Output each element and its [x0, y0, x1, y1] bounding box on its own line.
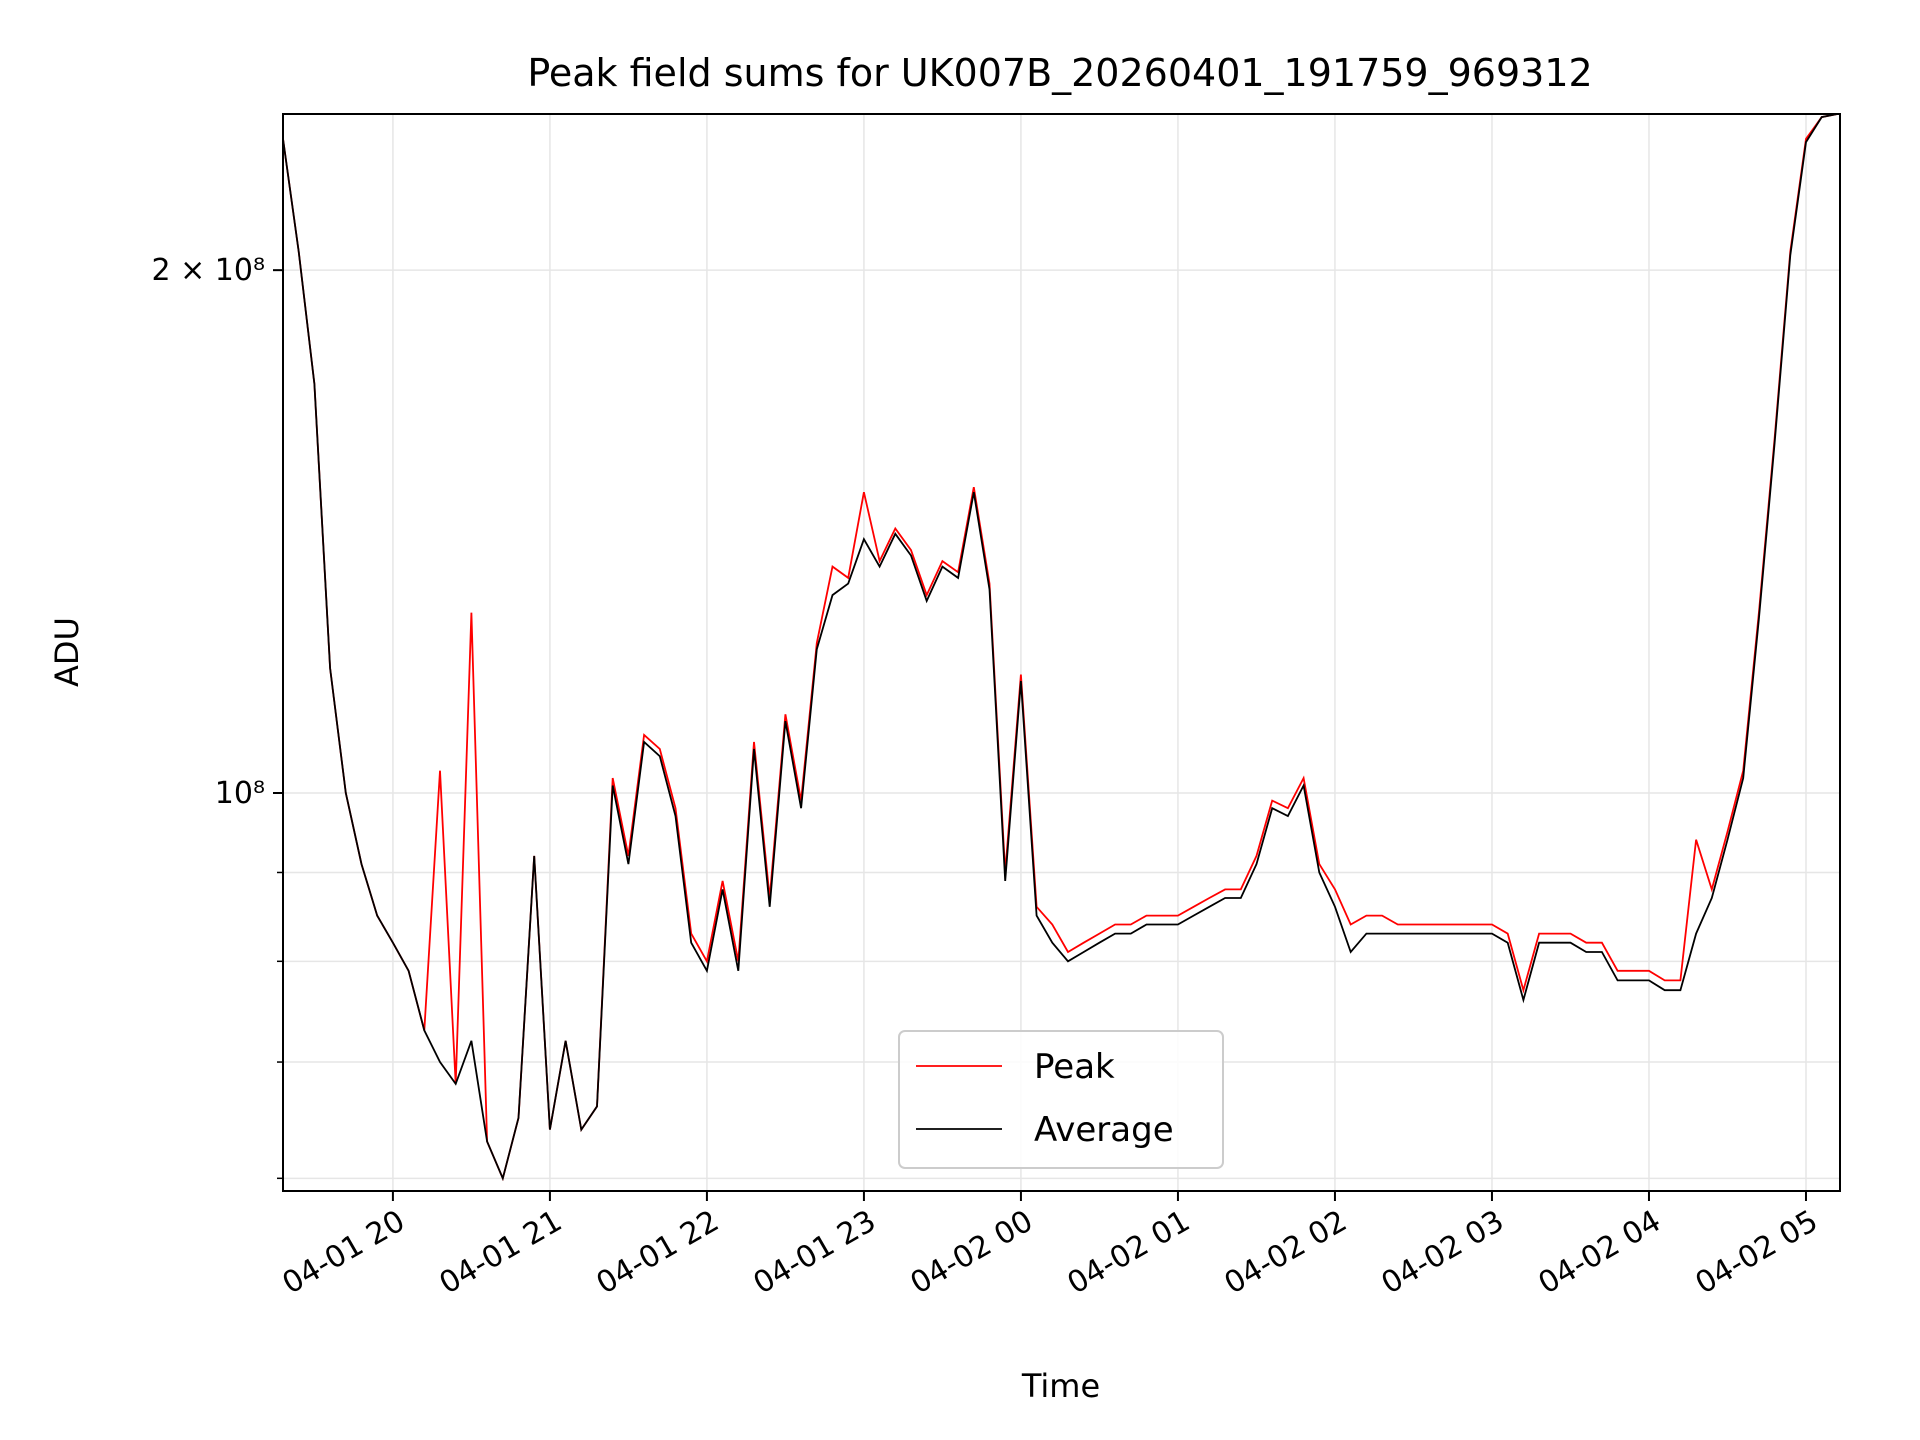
series-line-average: [283, 114, 1838, 1182]
legend: Peak Average: [898, 1030, 1224, 1169]
legend-label-peak: Peak: [1034, 1047, 1115, 1087]
y-axis-label: ADU: [48, 617, 86, 687]
x-axis-label: Time: [1021, 1367, 1100, 1405]
chart-title: Peak field sums for UK007B_20260401_1917…: [527, 51, 1592, 95]
y-tick-label: 10⁸: [215, 776, 265, 811]
legend-label-average: Average: [1034, 1110, 1174, 1150]
plot-frame: [282, 113, 1841, 1192]
plot-area: [283, 114, 1838, 1182]
y-tick-label: 2 × 10⁸: [152, 253, 266, 288]
